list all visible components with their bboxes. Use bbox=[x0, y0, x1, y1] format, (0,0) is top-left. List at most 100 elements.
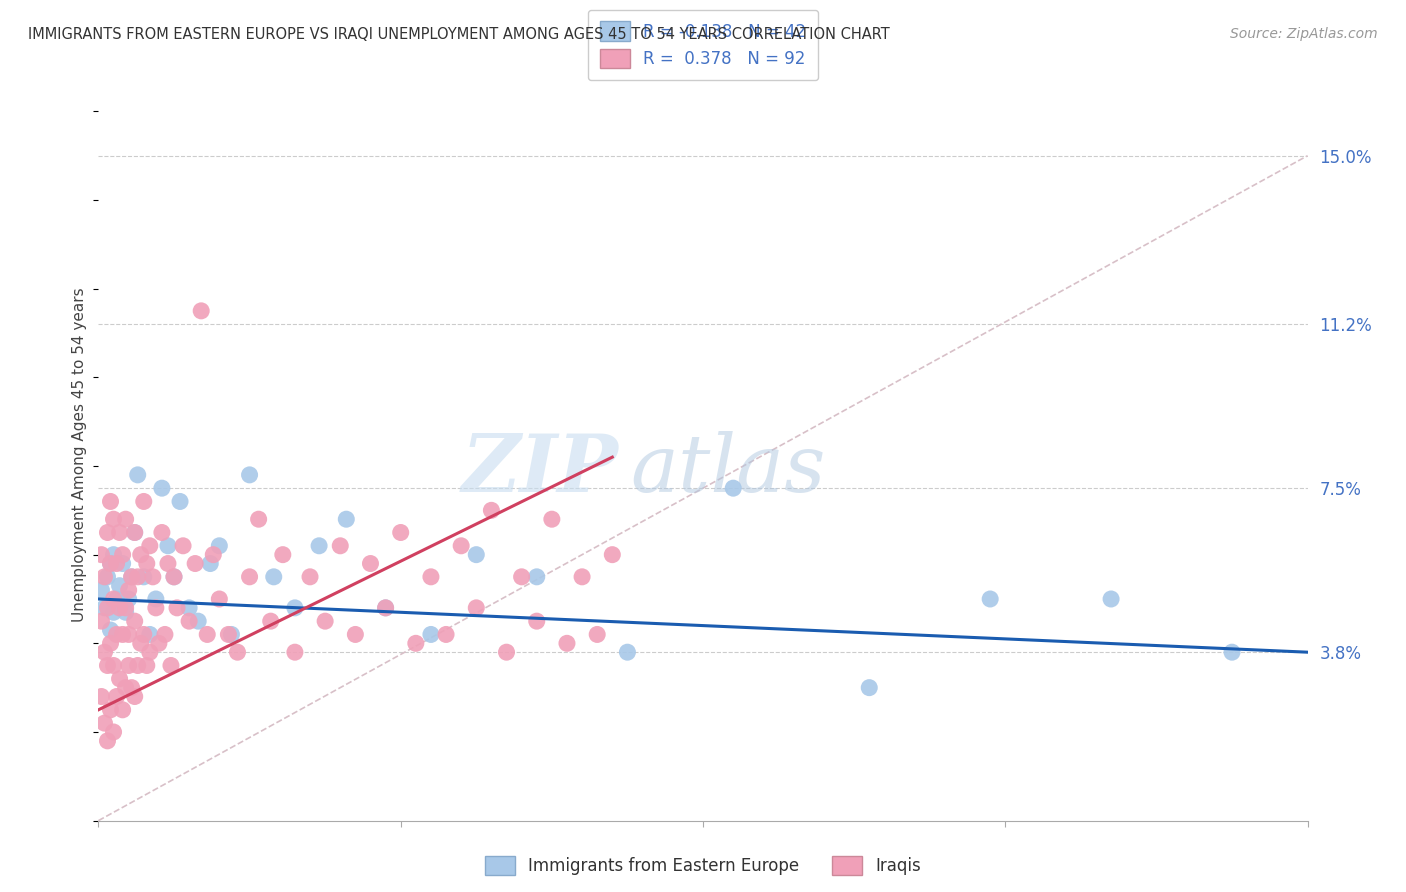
Point bbox=[160, 658, 183, 673]
Point bbox=[111, 627, 134, 641]
Point bbox=[108, 600, 131, 615]
Point bbox=[208, 539, 231, 553]
Point bbox=[179, 600, 201, 615]
Y-axis label: Unemployment Among Ages 45 to 54 years: Unemployment Among Ages 45 to 54 years bbox=[72, 287, 87, 623]
Point bbox=[129, 548, 152, 562]
Point bbox=[103, 548, 125, 562]
Text: ZIP: ZIP bbox=[461, 431, 619, 508]
Point bbox=[420, 627, 443, 641]
Point bbox=[239, 467, 262, 482]
Point bbox=[103, 658, 125, 673]
Point bbox=[150, 525, 173, 540]
Point bbox=[723, 481, 745, 495]
Point bbox=[153, 627, 176, 641]
Point bbox=[100, 557, 122, 571]
Point bbox=[616, 645, 638, 659]
Point bbox=[187, 614, 209, 628]
Point bbox=[172, 539, 194, 553]
Point bbox=[481, 503, 503, 517]
Point bbox=[121, 681, 143, 695]
Point bbox=[284, 600, 307, 615]
Point bbox=[247, 512, 270, 526]
Point bbox=[208, 592, 231, 607]
Point bbox=[90, 583, 112, 598]
Point bbox=[124, 690, 146, 704]
Point bbox=[90, 548, 112, 562]
Point bbox=[103, 592, 125, 607]
Point bbox=[132, 494, 155, 508]
Point bbox=[108, 525, 131, 540]
Point bbox=[118, 583, 141, 598]
Point bbox=[1099, 592, 1122, 607]
Point bbox=[127, 658, 149, 673]
Point bbox=[111, 703, 134, 717]
Point bbox=[105, 592, 128, 607]
Point bbox=[221, 627, 243, 641]
Point bbox=[260, 614, 283, 628]
Point bbox=[93, 645, 115, 659]
Point bbox=[179, 614, 201, 628]
Point bbox=[118, 592, 141, 607]
Point bbox=[100, 557, 122, 571]
Point bbox=[139, 539, 162, 553]
Point bbox=[271, 548, 294, 562]
Point bbox=[105, 627, 128, 641]
Point bbox=[465, 600, 488, 615]
Point bbox=[335, 512, 357, 526]
Text: IMMIGRANTS FROM EASTERN EUROPE VS IRAQI UNEMPLOYMENT AMONG AGES 45 TO 54 YEARS C: IMMIGRANTS FROM EASTERN EUROPE VS IRAQI … bbox=[28, 27, 890, 42]
Point bbox=[114, 600, 136, 615]
Point bbox=[100, 636, 122, 650]
Point bbox=[166, 600, 188, 615]
Point bbox=[127, 467, 149, 482]
Point bbox=[202, 548, 225, 562]
Point bbox=[420, 570, 443, 584]
Point bbox=[124, 614, 146, 628]
Point bbox=[979, 592, 1001, 607]
Text: atlas: atlas bbox=[630, 431, 825, 508]
Point bbox=[111, 548, 134, 562]
Point bbox=[105, 557, 128, 571]
Point bbox=[135, 658, 157, 673]
Point bbox=[129, 636, 152, 650]
Point bbox=[118, 627, 141, 641]
Point bbox=[103, 725, 125, 739]
Point bbox=[108, 672, 131, 686]
Point bbox=[114, 512, 136, 526]
Point bbox=[132, 570, 155, 584]
Point bbox=[93, 716, 115, 731]
Point bbox=[96, 600, 118, 615]
Point bbox=[93, 570, 115, 584]
Point bbox=[148, 636, 170, 650]
Point bbox=[858, 681, 880, 695]
Point bbox=[114, 605, 136, 619]
Point bbox=[1220, 645, 1243, 659]
Point bbox=[90, 690, 112, 704]
Point bbox=[96, 570, 118, 584]
Point bbox=[405, 636, 427, 650]
Point bbox=[127, 570, 149, 584]
Point bbox=[124, 525, 146, 540]
Point bbox=[142, 570, 165, 584]
Point bbox=[586, 627, 609, 641]
Point bbox=[344, 627, 367, 641]
Point bbox=[374, 600, 396, 615]
Point bbox=[156, 539, 179, 553]
Point bbox=[90, 614, 112, 628]
Point bbox=[360, 557, 382, 571]
Point bbox=[184, 557, 207, 571]
Point bbox=[329, 539, 352, 553]
Point bbox=[510, 570, 533, 584]
Point bbox=[103, 512, 125, 526]
Point bbox=[263, 570, 285, 584]
Point bbox=[108, 579, 131, 593]
Point bbox=[145, 600, 167, 615]
Point bbox=[226, 645, 249, 659]
Point bbox=[132, 627, 155, 641]
Point bbox=[118, 658, 141, 673]
Point bbox=[114, 681, 136, 695]
Point bbox=[571, 570, 593, 584]
Point bbox=[526, 614, 548, 628]
Point bbox=[100, 623, 122, 637]
Point bbox=[139, 645, 162, 659]
Point bbox=[150, 481, 173, 495]
